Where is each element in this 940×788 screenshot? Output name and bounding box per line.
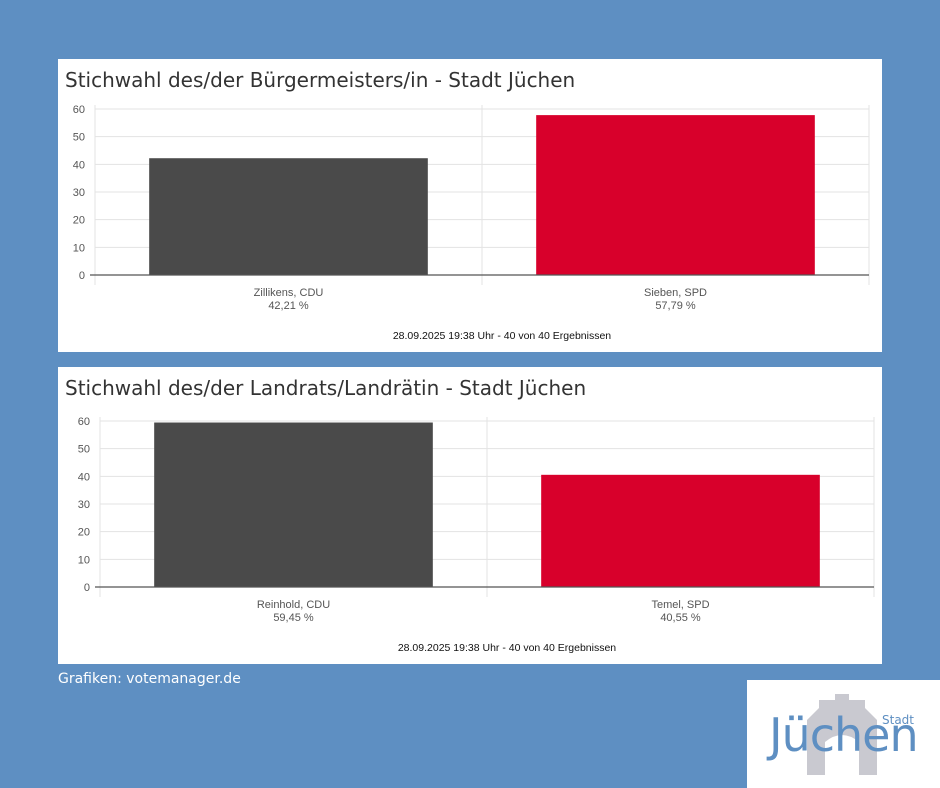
logo-small-text: Stadt (882, 713, 914, 727)
value-label: 42,21 % (268, 300, 309, 312)
chart-panel-buergermeister: Stichwahl des/der Bürgermeisters/in - St… (58, 59, 882, 352)
y-tick-label: 0 (79, 270, 85, 282)
bar (536, 115, 815, 275)
y-tick-label: 60 (73, 104, 85, 116)
value-label: 57,79 % (655, 300, 696, 312)
category-label: Zillikens, CDU (254, 287, 324, 299)
credit-text: Grafiken: votemanager.de (58, 671, 241, 687)
chart-panel-landrat: Stichwahl des/der Landrats/Landrätin - S… (58, 367, 882, 664)
y-tick-label: 10 (78, 554, 90, 566)
chart-title: Stichwahl des/der Landrats/Landrätin - S… (65, 376, 587, 400)
y-tick-label: 50 (73, 132, 85, 144)
bar (149, 158, 428, 275)
y-tick-label: 40 (78, 471, 90, 483)
category-label: Sieben, SPD (644, 287, 707, 299)
value-label: 40,55 % (660, 612, 701, 624)
chart-footnote: 28.09.2025 19:38 Uhr - 40 von 40 Ergebni… (398, 642, 616, 654)
bar (154, 422, 433, 587)
y-tick-label: 30 (78, 499, 90, 511)
y-tick-label: 50 (78, 444, 90, 456)
chart-footnote: 28.09.2025 19:38 Uhr - 40 von 40 Ergebni… (393, 330, 611, 342)
y-tick-label: 30 (73, 187, 85, 199)
logo-wordmark: Jüchen (769, 708, 919, 762)
chart-title: Stichwahl des/der Bürgermeisters/in - St… (65, 68, 576, 92)
y-tick-label: 40 (73, 159, 85, 171)
y-tick-label: 60 (78, 416, 90, 428)
category-label: Reinhold, CDU (257, 599, 330, 611)
y-tick-label: 20 (73, 215, 85, 227)
category-label: Temel, SPD (651, 599, 709, 611)
value-label: 59,45 % (273, 612, 314, 624)
y-tick-label: 0 (84, 582, 90, 594)
bar (541, 474, 820, 587)
y-tick-label: 10 (73, 242, 85, 254)
y-tick-label: 20 (78, 527, 90, 539)
city-logo: Jüchen Stadt (747, 680, 940, 788)
town-gate-icon (807, 694, 877, 775)
